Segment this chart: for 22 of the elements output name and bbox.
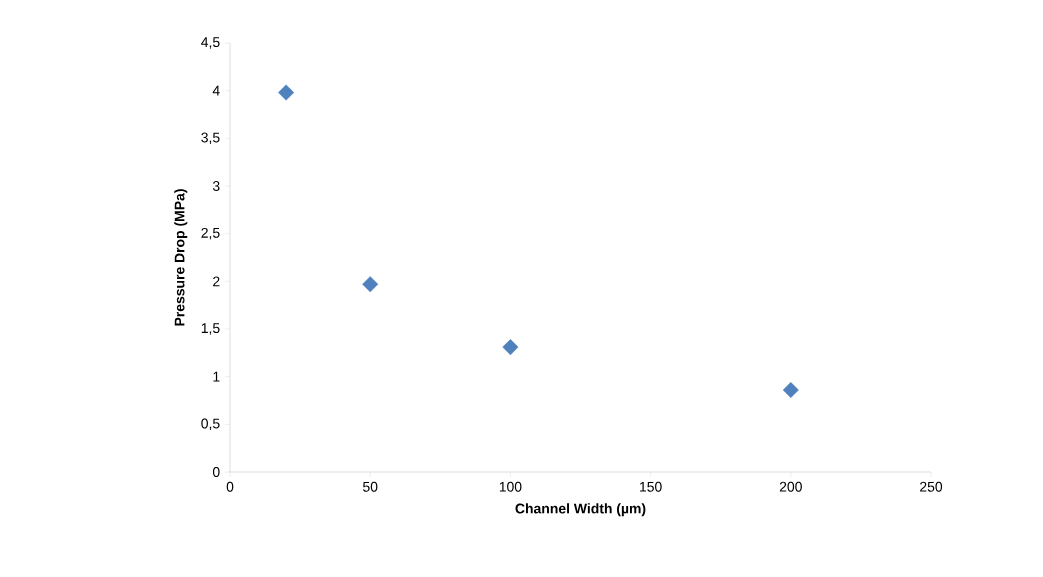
x-tick-label: 100 (499, 481, 522, 492)
y-tick-label: 3 (212, 181, 220, 191)
x-tick-label: 200 (779, 481, 802, 492)
point (782, 382, 799, 398)
y-tick-label: 4,5 (201, 37, 220, 49)
x-tick-label: 150 (640, 481, 662, 492)
y-tick-label: 2,5 (201, 227, 220, 240)
point (362, 276, 379, 293)
x-axis-title: Channel Width (µm) (515, 503, 646, 517)
y-tick-label: 1,5 (201, 323, 220, 335)
point (278, 84, 295, 101)
y-tick-label: 3,5 (201, 132, 220, 145)
point (502, 339, 519, 356)
y-tick-label: 4 (212, 85, 220, 96)
y-tick-label: 0 (212, 467, 220, 477)
y-axis-title: Pressure Drop (MPa) (174, 189, 188, 326)
x-tick-label: 250 (920, 481, 943, 492)
y-tick-label: 0,5 (201, 418, 220, 431)
x-tick-label: 50 (363, 481, 378, 492)
y-tick-label: 2 (213, 276, 220, 287)
y-tick-label: 1 (213, 371, 220, 382)
x-tick-label: 0 (226, 481, 234, 492)
